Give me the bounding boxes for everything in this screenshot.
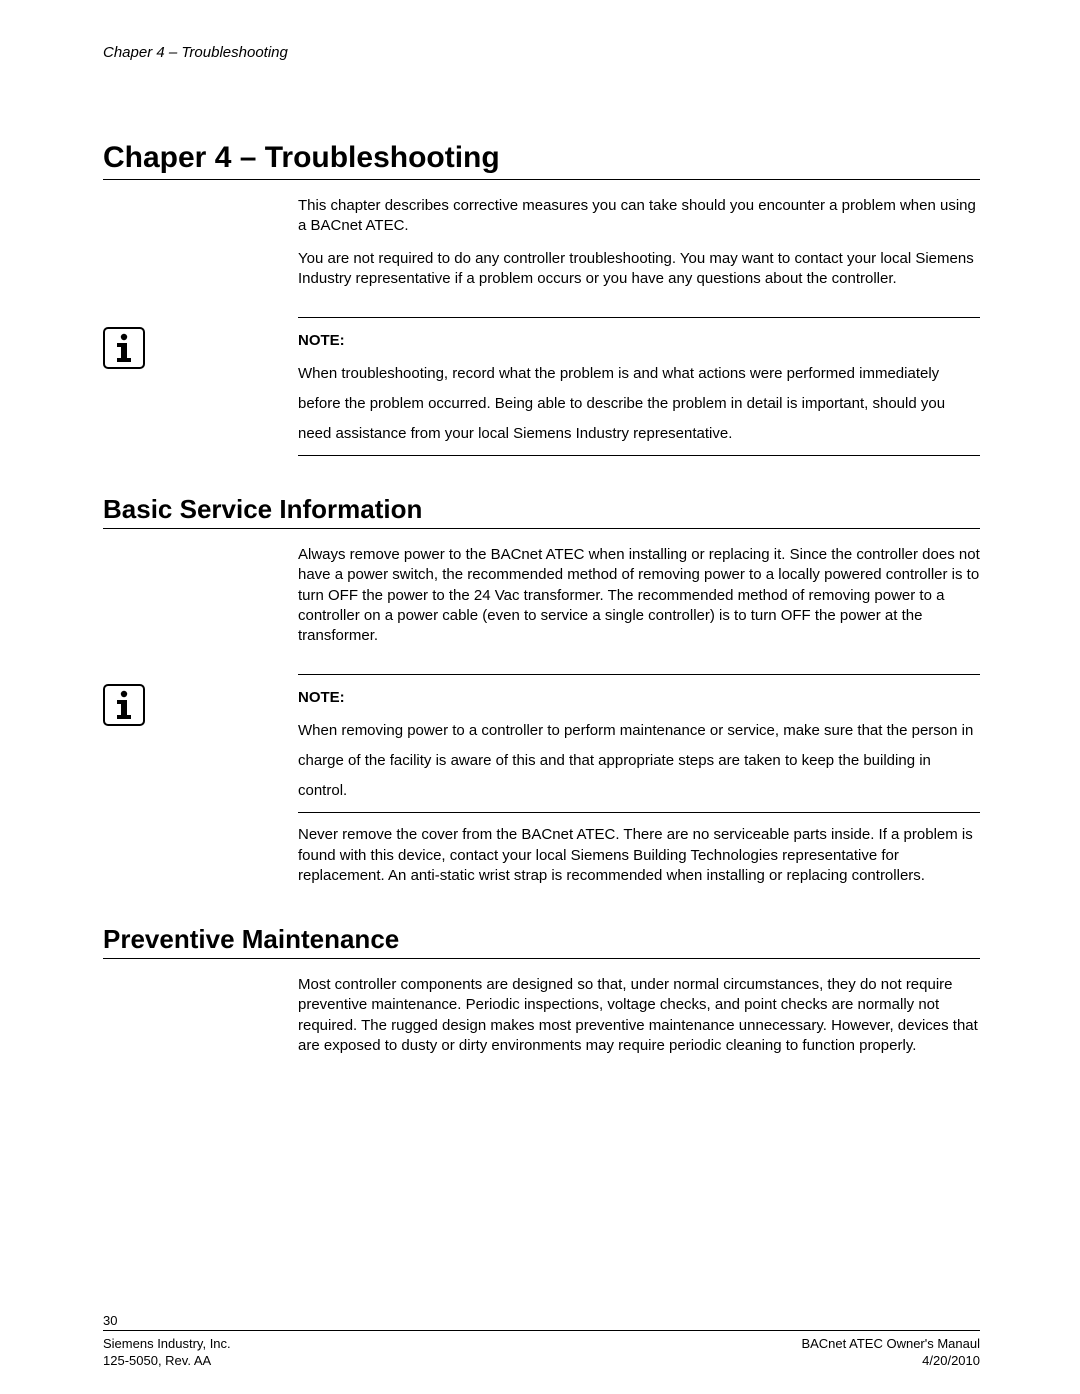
footer-left-1: Siemens Industry, Inc. — [103, 1335, 231, 1353]
intro-paragraph: You are not required to do any controlle… — [298, 249, 980, 290]
section-body: Most controller components are designed … — [298, 975, 980, 1056]
body-paragraph: Always remove power to the BACnet ATEC w… — [298, 545, 980, 646]
footer-left-2: 125-5050, Rev. AA — [103, 1352, 211, 1370]
running-header: Chaper 4 – Troubleshooting — [103, 44, 980, 61]
info-icon-wrap — [103, 327, 153, 369]
footer-right-2: 4/20/2010 — [922, 1352, 980, 1370]
footer-row: Siemens Industry, Inc. BACnet ATEC Owner… — [103, 1335, 980, 1353]
info-icon — [103, 684, 145, 726]
chapter-intro: This chapter describes corrective measur… — [298, 196, 980, 289]
section-rule — [103, 958, 980, 959]
footer-right-1: BACnet ATEC Owner's Manaul — [801, 1335, 980, 1353]
section-body: Never remove the cover from the BACnet A… — [298, 825, 980, 886]
section-heading: Preventive Maintenance — [103, 924, 980, 955]
body-paragraph: Never remove the cover from the BACnet A… — [298, 825, 980, 886]
page-number: 30 — [103, 1313, 980, 1328]
title-rule — [103, 179, 980, 180]
body-paragraph: Most controller components are designed … — [298, 975, 980, 1056]
note-block: NOTE: When troubleshooting, record what … — [103, 317, 980, 456]
info-icon — [103, 327, 145, 369]
note-block: NOTE: When removing power to a controlle… — [103, 674, 980, 813]
section-body: Always remove power to the BACnet ATEC w… — [298, 545, 980, 646]
note-title: NOTE: — [298, 332, 980, 349]
section-heading: Basic Service Information — [103, 494, 980, 525]
footer-row: 125-5050, Rev. AA 4/20/2010 — [103, 1352, 980, 1370]
intro-paragraph: This chapter describes corrective measur… — [298, 196, 980, 237]
section-rule — [103, 528, 980, 529]
note-text: When removing power to a controller to p… — [298, 716, 980, 806]
info-icon-wrap — [103, 684, 153, 726]
chapter-title: Chaper 4 – Troubleshooting — [103, 141, 980, 175]
note-text: When troubleshooting, record what the pr… — [298, 359, 980, 449]
note-title: NOTE: — [298, 689, 980, 706]
page-footer: 30 Siemens Industry, Inc. BACnet ATEC Ow… — [103, 1313, 980, 1370]
note-inner: NOTE: When troubleshooting, record what … — [298, 317, 980, 456]
note-inner: NOTE: When removing power to a controlle… — [298, 674, 980, 813]
page: Chaper 4 – Troubleshooting Chaper 4 – Tr… — [0, 0, 1080, 1394]
footer-rule — [103, 1330, 980, 1331]
